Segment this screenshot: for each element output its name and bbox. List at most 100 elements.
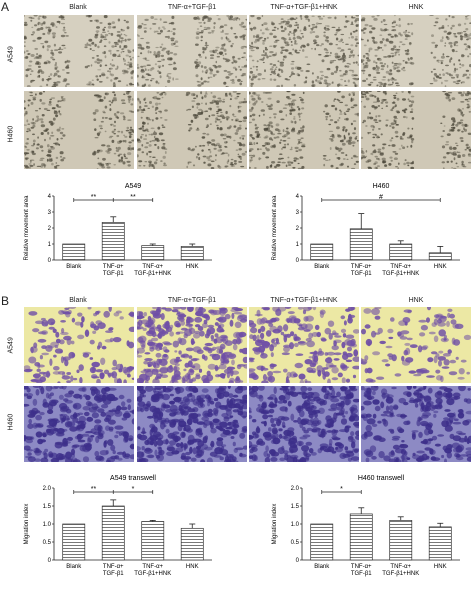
row-label-h460-b: H460: [7, 413, 15, 431]
x-tick-label: TGF-β1+HNK: [382, 271, 419, 277]
col-header-blank-a: Blank: [69, 4, 87, 11]
bar: [101, 222, 125, 261]
chart-title: A549 transwell: [110, 475, 156, 482]
bar: [180, 527, 204, 561]
x-tick-label: TNF-α+: [103, 264, 124, 270]
col-header-tnf-tgf-b: TNF-α+TGF-β1: [167, 297, 217, 304]
chart-a549-transwell: A549 transwell Migration index 0 0.5 1.0 1.5 2…: [24, 475, 212, 577]
row-label-h460-a: H460: [7, 125, 15, 143]
panel-letter-b: B: [1, 294, 10, 308]
y-tick-label: 0: [296, 558, 300, 564]
y-tick-label: 0: [48, 258, 52, 264]
col-header-tnf-tgf-hnk-a: TNF-α+TGF-β1+HNK: [270, 4, 338, 11]
x-tick-label: TNF-α+: [142, 264, 163, 270]
x-tick-label: HNK: [434, 564, 447, 570]
y-tick-label: 0: [48, 558, 52, 564]
y-tick-label: 3: [296, 210, 300, 216]
significance-label: **: [130, 194, 136, 201]
transwell-image-a549-0: [24, 307, 134, 383]
chart-h460-movement: H460 Relative movement area 0 1 2 3 4 Blank TNF-…: [272, 183, 460, 277]
y-tick-label: 2: [48, 226, 52, 232]
x-tick-label: TGF-β1+HNK: [134, 571, 171, 577]
bar: [141, 245, 165, 261]
bar: [349, 513, 373, 561]
row-label-a549-a: A549: [7, 46, 15, 63]
y-tick-label: 1.5: [43, 504, 52, 510]
chart-title: H460 transwell: [358, 475, 405, 482]
x-tick-label: TNF-α+: [103, 564, 124, 570]
scratch-image-a549-2: [249, 15, 359, 87]
y-tick-label: 4: [296, 194, 300, 200]
significance-label: #: [379, 194, 383, 201]
y-tick-label: 1.0: [43, 522, 52, 528]
col-header-blank-b: Blank: [69, 297, 87, 304]
x-tick-label: Blank: [66, 264, 82, 270]
y-tick-label: 0.5: [291, 540, 300, 546]
x-tick-label: TNF-α+: [390, 564, 411, 570]
x-tick-label: Blank: [66, 564, 82, 570]
x-tick-label: TGF-β1: [351, 271, 372, 277]
bar: [428, 526, 452, 561]
transwell-image-h460-1: [137, 386, 247, 462]
col-header-hnk-b: HNK: [408, 297, 424, 304]
y-tick-label: 0.5: [43, 540, 52, 546]
scratch-image-a549-3: [361, 15, 471, 87]
bar: [349, 228, 373, 261]
y-tick-label: 1.5: [291, 504, 300, 510]
transwell-image-h460-0: [24, 386, 134, 462]
chart-ylabel: Migration index: [24, 504, 30, 545]
scratch-image-h460-3: [361, 91, 471, 169]
x-tick-label: TGF-β1: [103, 271, 124, 277]
scratch-image-h460-0: [24, 91, 134, 169]
x-tick-label: TGF-β1: [351, 571, 372, 577]
significance-label: **: [91, 486, 97, 493]
y-tick-label: 2.0: [291, 486, 300, 492]
significance-label: **: [91, 194, 97, 201]
x-tick-label: HNK: [434, 264, 447, 270]
x-tick-label: Blank: [314, 564, 330, 570]
x-tick-label: TNF-α+: [390, 264, 411, 270]
col-header-hnk-a: HNK: [408, 4, 424, 11]
y-tick-label: 2: [296, 226, 300, 232]
y-tick-label: 1: [296, 242, 300, 248]
scratch-image-h460-2: [249, 91, 359, 169]
bar: [428, 252, 452, 261]
col-header-tnf-tgf-a: TNF-α+TGF-β1: [167, 4, 217, 11]
bar: [101, 505, 125, 561]
bar: [180, 246, 204, 261]
transwell-image-h460-2: [249, 386, 359, 462]
transwell-image-h460-3: [361, 386, 471, 462]
chart-ylabel: Migration index: [272, 504, 278, 545]
x-tick-label: TNF-α+: [142, 564, 163, 570]
transwell-image-a549-2: [249, 307, 359, 383]
y-tick-label: 3: [48, 210, 52, 216]
chart-title: A549: [125, 183, 141, 190]
scratch-image-a549-0: [24, 15, 134, 87]
bar: [141, 521, 165, 561]
col-header-tnf-tgf-hnk-b: TNF-α+TGF-β1+HNK: [270, 297, 338, 304]
bar: [389, 520, 413, 561]
x-tick-label: TNF-α+: [351, 264, 372, 270]
x-tick-label: TGF-β1+HNK: [134, 271, 171, 277]
x-tick-label: TGF-β1+HNK: [382, 571, 419, 577]
x-tick-label: TGF-β1: [103, 571, 124, 577]
bar: [62, 523, 86, 561]
x-tick-label: HNK: [186, 264, 199, 270]
transwell-image-a549-1: [137, 307, 247, 383]
significance-label: *: [132, 486, 135, 493]
x-tick-label: TNF-α+: [351, 564, 372, 570]
row-label-a549-b: A549: [7, 337, 15, 354]
chart-ylabel: Relative movement area: [24, 195, 30, 261]
x-tick-label: Blank: [314, 264, 330, 270]
x-tick-label: HNK: [186, 564, 199, 570]
chart-title: H460: [373, 183, 390, 190]
scratch-image-h460-1: [137, 91, 247, 169]
y-tick-label: 1: [48, 242, 52, 248]
scratch-image-a549-1: [137, 15, 247, 87]
y-tick-label: 4: [48, 194, 52, 200]
significance-label: *: [340, 486, 343, 493]
bar: [310, 523, 334, 561]
chart-h460-transwell: H460 transwell Migration index 0 0.5 1.0 1.5 2…: [272, 475, 460, 577]
chart-a549-movement: A549 Relative movement area 0 1 2 3 4 Blank TNF-…: [24, 183, 212, 277]
y-tick-label: 2.0: [43, 486, 52, 492]
